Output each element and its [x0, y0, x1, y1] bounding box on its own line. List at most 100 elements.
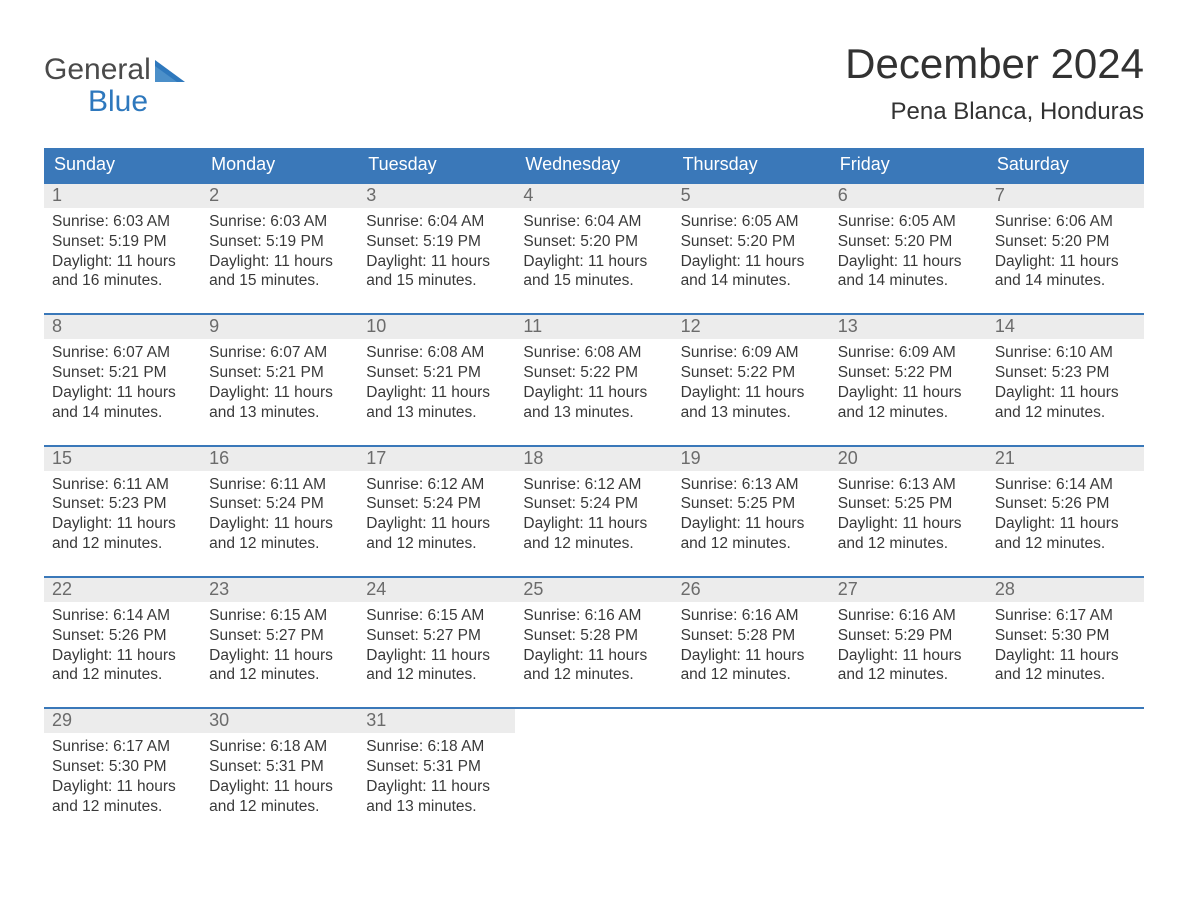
daylight-text: Daylight: 11 hours and 12 minutes. [52, 777, 193, 817]
day-number: 21 [987, 447, 1144, 471]
sunset-text: Sunset: 5:30 PM [995, 626, 1136, 646]
daylight-text: Daylight: 11 hours and 12 minutes. [52, 514, 193, 554]
daylight-text: Daylight: 11 hours and 12 minutes. [838, 646, 979, 686]
sunrise-text: Sunrise: 6:04 AM [523, 212, 664, 232]
day-body: Sunrise: 6:15 AMSunset: 5:27 PMDaylight:… [201, 602, 358, 691]
day-number [987, 709, 1144, 733]
day-body: Sunrise: 6:18 AMSunset: 5:31 PMDaylight:… [201, 733, 358, 822]
sunset-text: Sunset: 5:22 PM [838, 363, 979, 383]
calendar-week: 22Sunrise: 6:14 AMSunset: 5:26 PMDayligh… [44, 576, 1144, 691]
calendar-day: 18Sunrise: 6:12 AMSunset: 5:24 PMDayligh… [515, 447, 672, 560]
calendar-day: 24Sunrise: 6:15 AMSunset: 5:27 PMDayligh… [358, 578, 515, 691]
sunrise-text: Sunrise: 6:10 AM [995, 343, 1136, 363]
sunset-text: Sunset: 5:31 PM [209, 757, 350, 777]
weekday-header: Sunday [44, 148, 201, 182]
daylight-text: Daylight: 11 hours and 12 minutes. [995, 646, 1136, 686]
day-body: Sunrise: 6:14 AMSunset: 5:26 PMDaylight:… [987, 471, 1144, 560]
sunrise-text: Sunrise: 6:14 AM [995, 475, 1136, 495]
sunset-text: Sunset: 5:21 PM [366, 363, 507, 383]
day-body: Sunrise: 6:11 AMSunset: 5:23 PMDaylight:… [44, 471, 201, 560]
daylight-text: Daylight: 11 hours and 15 minutes. [366, 252, 507, 292]
weekday-header-row: Sunday Monday Tuesday Wednesday Thursday… [44, 148, 1144, 182]
calendar-day: 23Sunrise: 6:15 AMSunset: 5:27 PMDayligh… [201, 578, 358, 691]
daylight-text: Daylight: 11 hours and 13 minutes. [366, 383, 507, 423]
weekday-header: Wednesday [515, 148, 672, 182]
calendar-day: 5Sunrise: 6:05 AMSunset: 5:20 PMDaylight… [673, 184, 830, 297]
sunset-text: Sunset: 5:26 PM [52, 626, 193, 646]
day-number: 9 [201, 315, 358, 339]
day-number: 2 [201, 184, 358, 208]
sunrise-text: Sunrise: 6:18 AM [366, 737, 507, 757]
sunrise-text: Sunrise: 6:13 AM [838, 475, 979, 495]
sunset-text: Sunset: 5:28 PM [681, 626, 822, 646]
calendar-week: 15Sunrise: 6:11 AMSunset: 5:23 PMDayligh… [44, 445, 1144, 560]
sunset-text: Sunset: 5:29 PM [838, 626, 979, 646]
day-number: 8 [44, 315, 201, 339]
calendar-day: 8Sunrise: 6:07 AMSunset: 5:21 PMDaylight… [44, 315, 201, 428]
calendar-week: 29Sunrise: 6:17 AMSunset: 5:30 PMDayligh… [44, 707, 1144, 822]
daylight-text: Daylight: 11 hours and 12 minutes. [523, 514, 664, 554]
calendar-week: 8Sunrise: 6:07 AMSunset: 5:21 PMDaylight… [44, 313, 1144, 428]
sunrise-text: Sunrise: 6:15 AM [209, 606, 350, 626]
daylight-text: Daylight: 11 hours and 12 minutes. [838, 514, 979, 554]
logo-text-general: General [44, 54, 151, 86]
day-number: 16 [201, 447, 358, 471]
day-body: Sunrise: 6:12 AMSunset: 5:24 PMDaylight:… [358, 471, 515, 560]
day-number: 17 [358, 447, 515, 471]
sunrise-text: Sunrise: 6:11 AM [209, 475, 350, 495]
sunrise-text: Sunrise: 6:18 AM [209, 737, 350, 757]
calendar-day: 13Sunrise: 6:09 AMSunset: 5:22 PMDayligh… [830, 315, 987, 428]
calendar-day: 14Sunrise: 6:10 AMSunset: 5:23 PMDayligh… [987, 315, 1144, 428]
sunrise-text: Sunrise: 6:16 AM [523, 606, 664, 626]
day-body: Sunrise: 6:16 AMSunset: 5:28 PMDaylight:… [515, 602, 672, 691]
sunrise-text: Sunrise: 6:13 AM [681, 475, 822, 495]
sunrise-text: Sunrise: 6:08 AM [523, 343, 664, 363]
sunrise-text: Sunrise: 6:04 AM [366, 212, 507, 232]
daylight-text: Daylight: 11 hours and 15 minutes. [523, 252, 664, 292]
sunset-text: Sunset: 5:21 PM [209, 363, 350, 383]
sunset-text: Sunset: 5:21 PM [52, 363, 193, 383]
calendar-day: 25Sunrise: 6:16 AMSunset: 5:28 PMDayligh… [515, 578, 672, 691]
calendar-day: 20Sunrise: 6:13 AMSunset: 5:25 PMDayligh… [830, 447, 987, 560]
calendar-week: 1Sunrise: 6:03 AMSunset: 5:19 PMDaylight… [44, 182, 1144, 297]
daylight-text: Daylight: 11 hours and 12 minutes. [209, 646, 350, 686]
day-body: Sunrise: 6:16 AMSunset: 5:29 PMDaylight:… [830, 602, 987, 691]
sunset-text: Sunset: 5:25 PM [681, 494, 822, 514]
calendar-day: 1Sunrise: 6:03 AMSunset: 5:19 PMDaylight… [44, 184, 201, 297]
sunrise-text: Sunrise: 6:03 AM [209, 212, 350, 232]
calendar-day [673, 709, 830, 822]
logo-text-blue: Blue [44, 86, 185, 118]
daylight-text: Daylight: 11 hours and 13 minutes. [366, 777, 507, 817]
sunrise-text: Sunrise: 6:05 AM [838, 212, 979, 232]
sunset-text: Sunset: 5:24 PM [366, 494, 507, 514]
sunrise-text: Sunrise: 6:05 AM [681, 212, 822, 232]
calendar-day: 3Sunrise: 6:04 AMSunset: 5:19 PMDaylight… [358, 184, 515, 297]
sunset-text: Sunset: 5:24 PM [523, 494, 664, 514]
day-number: 26 [673, 578, 830, 602]
weekday-header: Saturday [987, 148, 1144, 182]
day-body: Sunrise: 6:04 AMSunset: 5:20 PMDaylight:… [515, 208, 672, 297]
sunset-text: Sunset: 5:28 PM [523, 626, 664, 646]
day-number: 10 [358, 315, 515, 339]
day-body: Sunrise: 6:16 AMSunset: 5:28 PMDaylight:… [673, 602, 830, 691]
daylight-text: Daylight: 11 hours and 12 minutes. [52, 646, 193, 686]
day-body: Sunrise: 6:08 AMSunset: 5:22 PMDaylight:… [515, 339, 672, 428]
day-body: Sunrise: 6:04 AMSunset: 5:19 PMDaylight:… [358, 208, 515, 297]
day-number: 14 [987, 315, 1144, 339]
sunset-text: Sunset: 5:25 PM [838, 494, 979, 514]
day-body: Sunrise: 6:08 AMSunset: 5:21 PMDaylight:… [358, 339, 515, 428]
sunset-text: Sunset: 5:23 PM [52, 494, 193, 514]
daylight-text: Daylight: 11 hours and 13 minutes. [209, 383, 350, 423]
calendar-day: 7Sunrise: 6:06 AMSunset: 5:20 PMDaylight… [987, 184, 1144, 297]
calendar-day: 12Sunrise: 6:09 AMSunset: 5:22 PMDayligh… [673, 315, 830, 428]
calendar-day: 30Sunrise: 6:18 AMSunset: 5:31 PMDayligh… [201, 709, 358, 822]
day-number [830, 709, 987, 733]
weekday-header: Thursday [673, 148, 830, 182]
day-number: 22 [44, 578, 201, 602]
daylight-text: Daylight: 11 hours and 14 minutes. [838, 252, 979, 292]
daylight-text: Daylight: 11 hours and 13 minutes. [681, 383, 822, 423]
sunrise-text: Sunrise: 6:12 AM [366, 475, 507, 495]
daylight-text: Daylight: 11 hours and 12 minutes. [366, 514, 507, 554]
daylight-text: Daylight: 11 hours and 12 minutes. [995, 514, 1136, 554]
sunset-text: Sunset: 5:19 PM [366, 232, 507, 252]
